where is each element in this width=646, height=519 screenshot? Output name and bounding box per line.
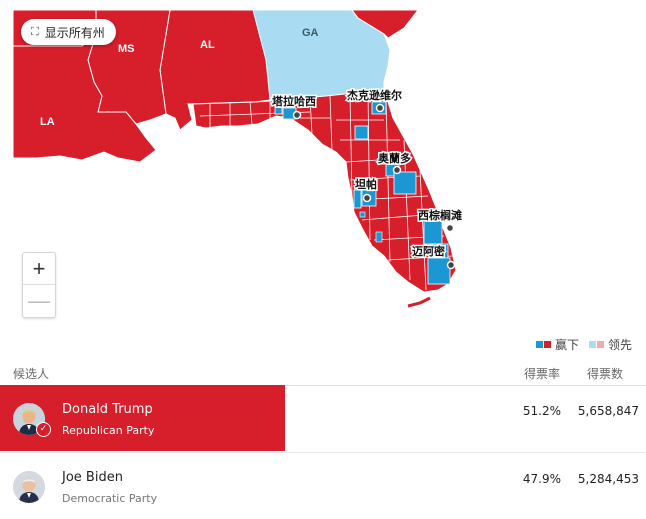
county-st-lucie[interactable]: [375, 231, 383, 243]
header-candidate: 候选人: [13, 367, 50, 381]
city-dot-tampa[interactable]: [362, 193, 372, 203]
vote-count: 5,658,847: [577, 404, 639, 418]
city-dot-tallahassee[interactable]: [292, 110, 302, 120]
county-alachua[interactable]: [354, 125, 369, 140]
city-label-west-palm-beach: 西棕榈滩: [418, 208, 462, 222]
vote-count: 5,284,453: [577, 472, 639, 486]
map-canvas[interactable]: MS AL LA GA 塔拉哈西 杰克逊维尔 奥蘭多 坦帕 西棕榈滩 迈阿密: [0, 0, 646, 330]
expand-icon: ⛶: [31, 25, 39, 38]
legend-swatch-dem-lead: [588, 341, 596, 348]
candidate-party: Democratic Party: [62, 492, 158, 505]
county-miami-dade[interactable]: [427, 257, 451, 285]
header-votes: 得票数: [587, 367, 624, 381]
vote-percentage: 51.2%: [522, 404, 561, 418]
avatar: [13, 471, 45, 503]
map-legend: 赢下 领先: [535, 336, 632, 353]
city-label-tampa: 坦帕: [355, 177, 377, 191]
county-gadsden[interactable]: [274, 104, 283, 115]
county-sarasota[interactable]: [359, 211, 366, 218]
state-label-ms: MS: [118, 43, 135, 55]
legend-leading-label: 领先: [607, 338, 632, 352]
state-label-al: AL: [200, 39, 215, 51]
county-osceola[interactable]: [393, 171, 417, 195]
table-row[interactable]: Joe Biden Democratic Party 47.9% 5,284,4…: [0, 452, 646, 519]
candidate-name: Donald Trump: [62, 402, 153, 417]
election-map[interactable]: MS AL LA GA 塔拉哈西 杰克逊维尔 奥蘭多 坦帕 西棕榈滩 迈阿密 ⛶…: [0, 0, 646, 330]
results-table-header: 候选人 得票率 得票数: [0, 359, 646, 386]
florida-keys: [407, 296, 431, 308]
show-all-label: 显示所有州: [44, 25, 105, 40]
city-label-miami: 迈阿密: [412, 244, 445, 258]
county-pinellas[interactable]: [353, 189, 362, 209]
zoom-out-button[interactable]: —: [23, 284, 55, 316]
table-row[interactable]: ✓ Donald Trump Republican Party 51.2% 5,…: [0, 385, 646, 451]
zoom-control: + —: [22, 252, 56, 318]
show-all-states-button[interactable]: ⛶ 显示所有州: [21, 19, 116, 45]
city-dot-orlando[interactable]: [392, 165, 402, 175]
state-sc[interactable]: [351, 9, 420, 39]
zoom-in-button[interactable]: +: [32, 255, 46, 281]
city-label-orlando: 奥蘭多: [377, 151, 411, 165]
county-seminole[interactable]: [379, 154, 389, 165]
legend-swatch-dem-won: [535, 341, 543, 348]
city-dot-west-palm-beach[interactable]: [445, 223, 455, 233]
header-pct: 得票率: [524, 367, 561, 381]
candidate-name: Joe Biden: [62, 470, 123, 485]
winner-check-icon: ✓: [36, 422, 51, 437]
county-palm-beach[interactable]: [423, 219, 443, 245]
city-label-tallahassee: 塔拉哈西: [272, 94, 316, 108]
legend-won-label: 赢下: [554, 338, 579, 352]
legend-swatch-rep-lead: [596, 341, 604, 348]
city-dot-miami[interactable]: [446, 260, 456, 270]
city-dot-jacksonville[interactable]: [375, 103, 385, 113]
city-label-jacksonville: 杰克逊维尔: [347, 88, 402, 102]
vote-percentage: 47.9%: [522, 472, 561, 486]
state-label-ga: GA: [302, 27, 319, 39]
winner-bar: [0, 385, 285, 451]
candidate-party: Republican Party: [62, 424, 155, 437]
legend-swatch-rep-won: [543, 341, 551, 348]
state-label-la: LA: [40, 116, 55, 128]
